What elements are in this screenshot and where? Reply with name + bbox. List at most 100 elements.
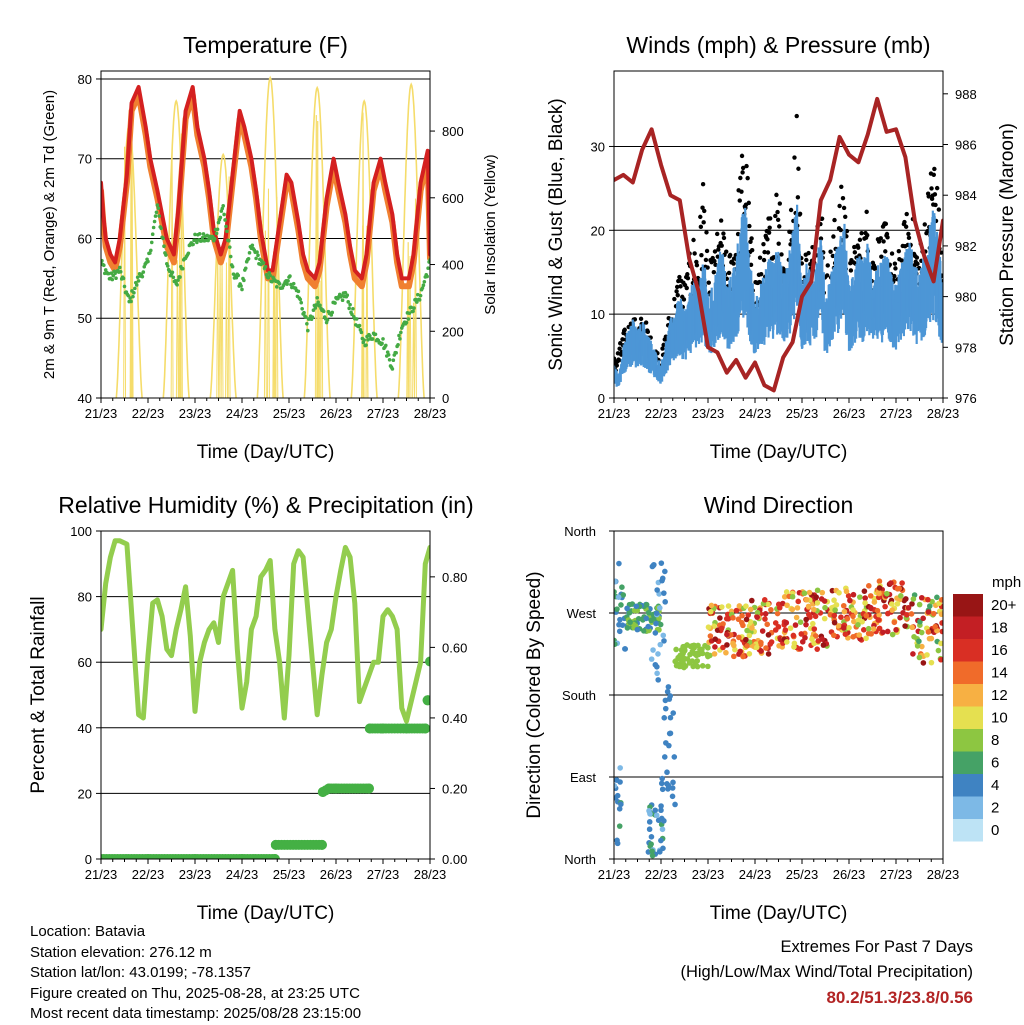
gust-point (844, 228, 850, 234)
direction-point (776, 604, 783, 611)
direction-point (939, 628, 943, 635)
y2-tick-label: 200 (442, 324, 464, 339)
x-tick-label: 26/23 (833, 867, 866, 882)
td-point (421, 283, 426, 288)
direction-point (671, 754, 678, 760)
direction-point (718, 625, 725, 632)
gust-point (884, 231, 890, 237)
td-point (289, 282, 293, 287)
legend-swatch (953, 819, 983, 842)
direction-point (850, 607, 856, 613)
direction-point (920, 660, 927, 666)
gust-point (620, 337, 625, 342)
y-tick-label: 0 (85, 852, 92, 867)
direction-point (712, 636, 719, 642)
gust-point (731, 261, 736, 266)
direction-point (622, 646, 628, 652)
gust-point (889, 251, 895, 256)
direction-point (765, 632, 772, 638)
direction-point (641, 628, 647, 634)
td-point (110, 277, 115, 282)
direction-point (680, 649, 687, 655)
plot-area (101, 538, 430, 859)
legend-label: 8 (991, 732, 999, 749)
direction-point (747, 606, 754, 613)
td-point (315, 295, 320, 300)
direction-point (614, 578, 618, 585)
direction-point (659, 577, 665, 584)
direction-point (673, 658, 679, 664)
legend-swatch (953, 639, 983, 662)
gust-point (706, 280, 711, 285)
direction-point (657, 641, 664, 648)
gust-point (735, 231, 741, 237)
gust-point (902, 219, 907, 225)
x-tick-label: 28/23 (927, 406, 960, 421)
td-point (175, 283, 179, 287)
gust-point (926, 194, 931, 199)
direction-point (659, 786, 666, 793)
td-point (159, 226, 163, 231)
direction-point (772, 627, 779, 633)
precip-point (422, 695, 430, 706)
td-point (399, 330, 403, 335)
x-tick-label: 24/23 (739, 406, 772, 421)
direction-point (619, 584, 625, 590)
gust-point (712, 249, 718, 254)
td-point (426, 266, 430, 270)
direction-point (916, 654, 923, 661)
td-point (142, 265, 147, 269)
td-point (310, 315, 315, 319)
direction-point (658, 807, 664, 814)
direction-point (655, 651, 661, 657)
td-point (394, 351, 398, 355)
gust-point (775, 209, 780, 215)
direction-point (614, 641, 618, 647)
td-point (243, 266, 248, 271)
gust-point (922, 222, 927, 227)
gust-point (776, 241, 781, 246)
gust-point (848, 268, 854, 273)
gust-point (700, 205, 705, 210)
precip-point (363, 783, 374, 794)
direction-point (666, 730, 673, 737)
gust-point (737, 198, 742, 203)
direction-point (841, 608, 848, 615)
direction-point (648, 834, 655, 840)
direction-point (717, 615, 723, 621)
gust-point (684, 285, 689, 291)
td-point (411, 309, 415, 314)
td-point (218, 215, 223, 220)
gust-point (794, 113, 799, 119)
direction-point (889, 607, 896, 613)
td-point (118, 265, 122, 270)
gust-point (773, 213, 778, 219)
td-point (167, 269, 172, 274)
td-point (214, 231, 219, 236)
gust-point (857, 237, 863, 243)
td-point (171, 275, 176, 280)
td-point (215, 227, 220, 232)
gust-point (761, 257, 767, 263)
direction-point (745, 612, 752, 618)
td-point (254, 256, 258, 261)
solar-spike (225, 262, 228, 398)
direction-point (861, 588, 868, 594)
direction-point (617, 616, 623, 623)
direction-point (635, 615, 642, 622)
gust-point (788, 207, 794, 213)
td-point (135, 275, 140, 280)
direction-point (850, 591, 857, 598)
direction-point (938, 640, 943, 647)
gust-point (795, 195, 801, 200)
direction-point (619, 622, 626, 628)
direction-point (736, 634, 742, 641)
gust-point (891, 277, 896, 283)
direction-point (672, 801, 678, 808)
x-tick-label: 25/23 (273, 867, 306, 882)
td-point (247, 251, 252, 255)
x-axis-label: Time (Day/UTC) (197, 442, 335, 463)
td-point (118, 270, 123, 274)
td-point (134, 283, 139, 287)
gust-point (774, 192, 779, 198)
